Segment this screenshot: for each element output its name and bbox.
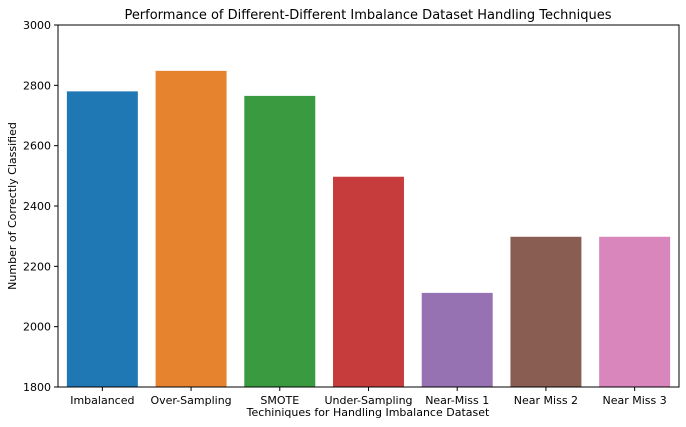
y-tick-label: 2600 bbox=[23, 140, 51, 153]
x-tick-label: Near-Miss 1 bbox=[425, 394, 489, 407]
y-axis-ticks: 1800 2000 2200 2400 2600 2800 3000 bbox=[23, 19, 58, 394]
x-axis-label: Techiniques for Handling Imbalance Datas… bbox=[246, 406, 490, 419]
bar-smote bbox=[244, 95, 316, 387]
y-tick-label: 2400 bbox=[23, 200, 51, 213]
bar-near-miss-3 bbox=[599, 236, 671, 387]
bar-near-miss-2 bbox=[510, 236, 582, 387]
y-axis-label: Number of Correctly Classified bbox=[6, 122, 19, 290]
y-tick-label: 3000 bbox=[23, 19, 51, 32]
x-tick-label: Imbalanced bbox=[70, 394, 134, 407]
x-axis-ticks: Imbalanced Over-Sampling SMOTE Under-Sampli… bbox=[70, 387, 667, 407]
y-tick-label: 2200 bbox=[23, 260, 51, 273]
bar-under-sampling bbox=[333, 176, 404, 387]
x-tick-label: Over-Sampling bbox=[150, 394, 231, 407]
bar-imbalanced bbox=[66, 91, 138, 388]
x-tick-label: Near Miss 3 bbox=[603, 394, 667, 407]
y-tick-label: 1800 bbox=[23, 381, 51, 394]
plot-area-frame bbox=[57, 24, 680, 388]
bar-over-sampling bbox=[155, 70, 227, 387]
x-tick-label: SMOTE bbox=[260, 394, 299, 407]
x-tick-label: Near Miss 2 bbox=[514, 394, 578, 407]
chart-title: Performance of Different-Different Imbal… bbox=[124, 8, 611, 23]
y-tick-label: 2800 bbox=[23, 79, 51, 92]
bar-near-miss-1 bbox=[421, 292, 493, 387]
bars-group bbox=[66, 70, 671, 388]
x-tick-label: Under-Sampling bbox=[324, 394, 412, 407]
y-tick-label: 2000 bbox=[23, 321, 51, 334]
